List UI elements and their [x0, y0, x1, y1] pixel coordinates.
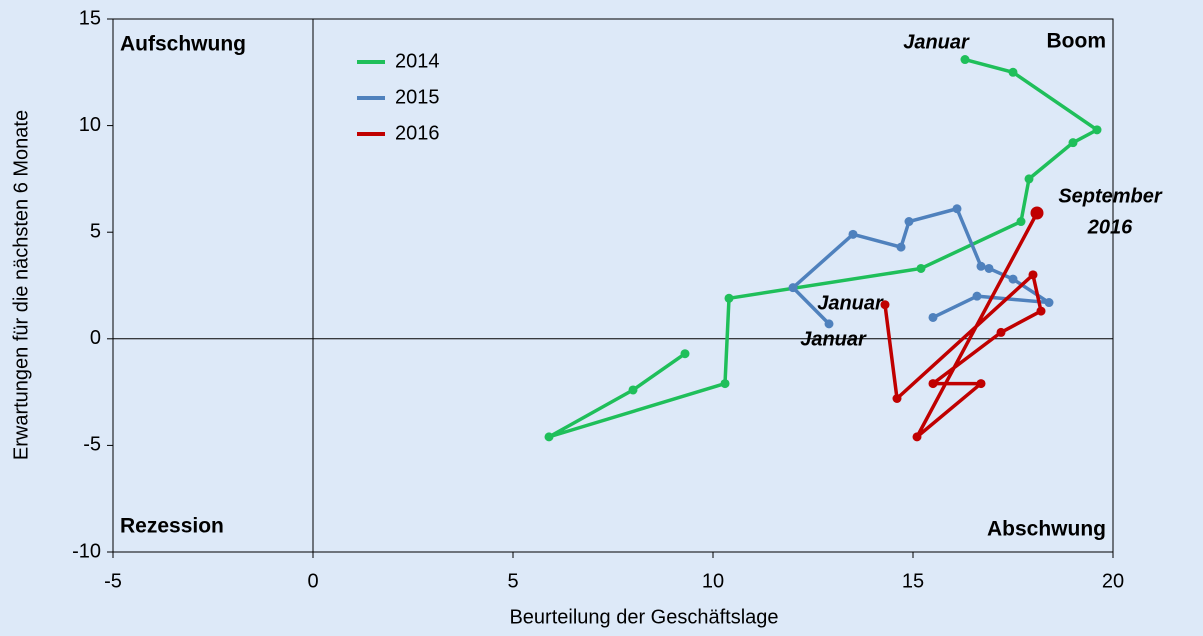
- x-tick-label: 20: [1102, 570, 1124, 592]
- y-tick-label: 15: [79, 7, 101, 29]
- annotation: September: [1058, 185, 1163, 207]
- y-tick-label: 10: [79, 114, 101, 136]
- y-tick-label: 0: [90, 327, 101, 349]
- data-point: [628, 385, 638, 395]
- data-point: [916, 263, 926, 273]
- data-point: [1008, 274, 1018, 284]
- data-point: [896, 242, 906, 252]
- x-tick-label: 0: [307, 570, 318, 592]
- data-point: [904, 217, 914, 227]
- data-point: [1030, 206, 1044, 220]
- legend-label: 2016: [395, 122, 440, 144]
- data-point: [724, 293, 734, 303]
- x-tick-label: 10: [702, 570, 724, 592]
- data-point: [1036, 306, 1046, 316]
- data-point: [984, 263, 994, 273]
- data-point: [976, 379, 986, 389]
- data-point: [544, 432, 554, 442]
- data-point: [880, 300, 890, 310]
- legend-label: 2014: [395, 50, 440, 72]
- data-point: [928, 379, 938, 389]
- quadrant-label: Aufschwung: [120, 33, 246, 56]
- annotation: 2016: [1087, 216, 1133, 238]
- data-point: [848, 229, 858, 239]
- data-point: [928, 312, 938, 322]
- data-point: [952, 204, 962, 214]
- data-point: [912, 432, 922, 442]
- data-point: [1044, 298, 1054, 308]
- data-point: [972, 291, 982, 301]
- data-point: [824, 319, 834, 329]
- quadrant-label: Rezession: [120, 515, 224, 538]
- data-point: [1016, 217, 1026, 227]
- quadrant-label: Boom: [1047, 30, 1107, 53]
- data-point: [1024, 174, 1034, 184]
- annotation: Januar: [800, 328, 867, 350]
- y-axis-label: Erwartungen für die nächsten 6 Monate: [10, 110, 32, 460]
- x-axis-label: Beurteilung der Geschäftslage: [509, 606, 778, 628]
- series-line: [791, 206, 1051, 326]
- data-point: [1008, 67, 1018, 77]
- data-point: [1068, 138, 1078, 148]
- x-tick-label: -5: [104, 570, 122, 592]
- annotation: Januar: [903, 31, 970, 53]
- data-point: [1028, 270, 1038, 280]
- x-tick-label: 15: [902, 570, 924, 592]
- y-tick-label: 5: [90, 220, 101, 242]
- x-tick-label: 5: [507, 570, 518, 592]
- data-point: [892, 393, 902, 403]
- annotation: Januar: [817, 292, 884, 314]
- data-point: [960, 55, 970, 65]
- y-tick-label: -10: [72, 540, 101, 562]
- y-tick-label: -5: [83, 434, 101, 456]
- data-point: [720, 379, 730, 389]
- data-point: [996, 327, 1006, 337]
- plot-frame: [112, 18, 1114, 553]
- legend-label: 2015: [395, 86, 440, 108]
- data-point: [976, 261, 986, 271]
- quadrant-label: Abschwung: [987, 518, 1106, 541]
- data-point: [788, 283, 798, 293]
- data-point: [680, 349, 690, 359]
- data-point: [1092, 125, 1102, 135]
